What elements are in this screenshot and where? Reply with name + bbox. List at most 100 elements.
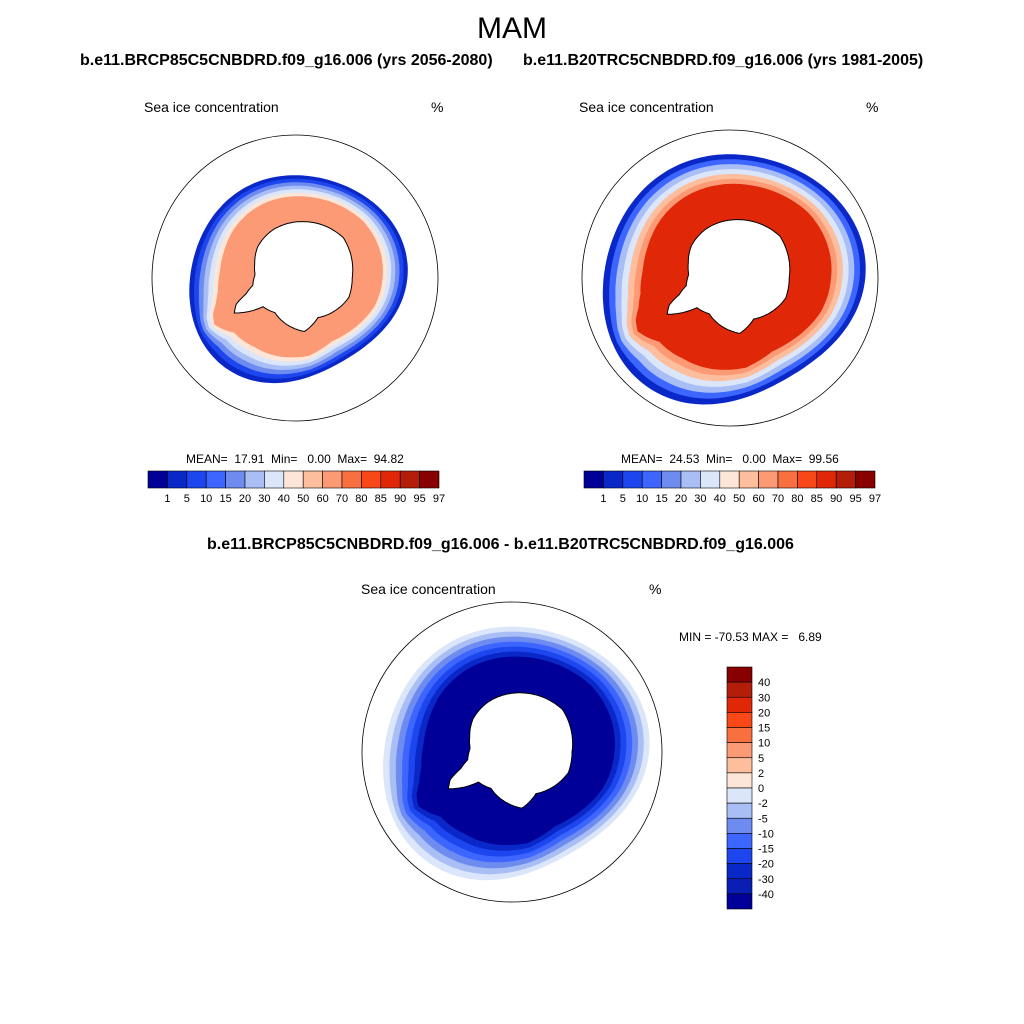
panel1-colorbar-box-7 bbox=[264, 470, 285, 489]
panel2-colorbar-box-13 bbox=[816, 470, 837, 489]
diff-map-boundary bbox=[361, 601, 663, 903]
panel1-colorbar-box-11 bbox=[341, 470, 362, 489]
panel2-variable-label: Sea ice concentration bbox=[579, 99, 714, 115]
panel1-map-boundary bbox=[151, 134, 439, 422]
panel1-colorbar-label-4: 15 bbox=[219, 493, 231, 505]
diff-colorbar-box-15 bbox=[726, 878, 753, 895]
panel2-colorbar-label-8: 50 bbox=[733, 493, 745, 505]
panel2-colorbar-box-12 bbox=[797, 470, 818, 489]
panel1-colorbar-label-13: 90 bbox=[394, 493, 406, 505]
diff-colorbar-label-2: 30 bbox=[758, 692, 770, 704]
diff-colorbar-label-5: 10 bbox=[758, 738, 770, 750]
panel1-units-label: % bbox=[431, 99, 444, 115]
panel2-colorbar-label-14: 95 bbox=[849, 493, 861, 505]
diff-colorbar-label-15: -40 bbox=[758, 889, 774, 901]
panel2-colorbar-label-13: 90 bbox=[830, 493, 842, 505]
panel1-colorbar-label-15: 97 bbox=[433, 493, 445, 505]
panel1-colorbar-box-6 bbox=[244, 470, 265, 489]
diff-colorbar-box-12 bbox=[726, 833, 753, 849]
panel1-colorbar-box-9 bbox=[302, 470, 323, 489]
panel1-colorbar-label-11: 80 bbox=[355, 493, 367, 505]
panel1-colorbar-box-8 bbox=[283, 470, 304, 489]
panel1-colorbar-label-5: 20 bbox=[239, 493, 251, 505]
panel2-colorbar-label-6: 30 bbox=[694, 493, 706, 505]
diff-colorbar-box-3 bbox=[726, 696, 753, 713]
diff-colorbar-box-2 bbox=[726, 681, 753, 698]
diff-colorbar-label-14: -30 bbox=[758, 874, 774, 886]
diff-colorbar-label-9: -2 bbox=[758, 798, 768, 810]
diff-colorbar-box-13 bbox=[726, 848, 753, 864]
panel1-colorbar-label-14: 95 bbox=[413, 493, 425, 505]
panel2-colorbar-label-10: 70 bbox=[772, 493, 784, 505]
panel2-colorbar-box-4 bbox=[641, 470, 662, 489]
panel1-colorbar-label-6: 30 bbox=[258, 493, 270, 505]
panel1-colorbar-box-5 bbox=[225, 470, 246, 489]
diff-colorbar-label-13: -20 bbox=[758, 859, 774, 871]
panel2-colorbar-label-5: 20 bbox=[675, 493, 687, 505]
diff-colorbar-box-4 bbox=[726, 712, 753, 728]
panel2-colorbar-box-3 bbox=[622, 470, 643, 489]
panel2-units-label: % bbox=[866, 99, 879, 115]
panel1-colorbar-label-9: 60 bbox=[316, 493, 328, 505]
panel1-variable-label: Sea ice concentration bbox=[144, 99, 279, 115]
diff-colorbar-box-16 bbox=[726, 893, 753, 910]
panel1-continent bbox=[233, 221, 354, 333]
diff-minmax: MIN = -70.53 MAX = 6.89 bbox=[679, 630, 822, 644]
diff-colorbar-label-7: 2 bbox=[758, 768, 764, 780]
panel1-colorbar-box-4 bbox=[205, 470, 226, 489]
panel1-colorbar-box-2 bbox=[167, 470, 188, 489]
panel1-colorbar-label-1: 1 bbox=[164, 493, 170, 505]
panel2-colorbar-box-10 bbox=[758, 470, 779, 489]
panel2-colorbar-label-11: 80 bbox=[791, 493, 803, 505]
panel2-colorbar-box-11 bbox=[777, 470, 798, 489]
panel2-map-boundary bbox=[581, 129, 879, 427]
diff-colorbar-label-3: 20 bbox=[758, 707, 770, 719]
panel2-colorbar-box-5 bbox=[661, 470, 682, 489]
diff-colorbar-label-11: -10 bbox=[758, 828, 774, 840]
diff-colorbar-box-6 bbox=[726, 742, 753, 759]
diff-colorbar-box-9 bbox=[726, 787, 753, 804]
panel1-colorbar-label-3: 10 bbox=[200, 493, 212, 505]
panel1-colorbar-box-13 bbox=[380, 470, 401, 489]
diff-colorbar-label-12: -15 bbox=[758, 844, 774, 856]
panel2-colorbar-label-4: 15 bbox=[655, 493, 667, 505]
panel2-continent bbox=[666, 219, 791, 334]
diff-colorbar-box-11 bbox=[726, 817, 753, 834]
diff-colorbar-box-10 bbox=[726, 802, 753, 819]
panel1-colorbar-box-12 bbox=[361, 470, 382, 489]
panel1-colorbar-box-14 bbox=[399, 470, 420, 489]
panel2-colorbar-box-7 bbox=[700, 470, 721, 489]
panel1-run-title: b.e11.BRCP85C5CNBDRD.f09_g16.006 (yrs 20… bbox=[80, 52, 493, 69]
diff-colorbar-box-14 bbox=[726, 863, 753, 880]
panel2-run-title: b.e11.B20TRC5CNBDRD.f09_g16.006 (yrs 198… bbox=[523, 52, 924, 69]
diff-colorbar-label-10: -5 bbox=[758, 813, 768, 825]
panel2-colorbar-box-2 bbox=[603, 470, 624, 489]
diff-colorbar-box-1 bbox=[726, 666, 753, 683]
panel1-colorbar-box-15 bbox=[419, 470, 440, 489]
diff-colorbar-label-1: 40 bbox=[758, 677, 770, 689]
panel1-colorbar-box-10 bbox=[322, 470, 343, 489]
panel1-colorbar-label-7: 40 bbox=[278, 493, 290, 505]
diff-colorbar-box-8 bbox=[726, 772, 753, 789]
diff-continent bbox=[447, 692, 574, 809]
panel2-colorbar-box-8 bbox=[719, 470, 740, 489]
panel2-colorbar-box-15 bbox=[855, 470, 876, 489]
panel1-colorbar-label-2: 5 bbox=[184, 493, 190, 505]
diff-variable-label: Sea ice concentration bbox=[361, 581, 496, 597]
panel2-colorbar-label-3: 10 bbox=[636, 493, 648, 505]
panel1-colorbar-label-12: 85 bbox=[375, 493, 387, 505]
panel2-colorbar-label-9: 60 bbox=[752, 493, 764, 505]
panel2-colorbar-box-6 bbox=[680, 470, 701, 489]
panel1-colorbar-box-3 bbox=[186, 470, 207, 489]
panel2-colorbar-box-9 bbox=[738, 470, 759, 489]
panel2-colorbar-label-2: 5 bbox=[620, 493, 626, 505]
panel2-colorbar-box-1 bbox=[583, 470, 604, 489]
diff-colorbar-label-6: 5 bbox=[758, 753, 764, 765]
diff-colorbar-box-5 bbox=[726, 727, 753, 743]
panel1-stats: MEAN= 17.91 Min= 0.00 Max= 94.82 bbox=[186, 452, 404, 466]
panel2-colorbar-label-15: 97 bbox=[869, 493, 881, 505]
diff-units-label: % bbox=[649, 581, 662, 597]
diff-colorbar-box-7 bbox=[726, 757, 753, 774]
panel2-colorbar-label-12: 85 bbox=[811, 493, 823, 505]
